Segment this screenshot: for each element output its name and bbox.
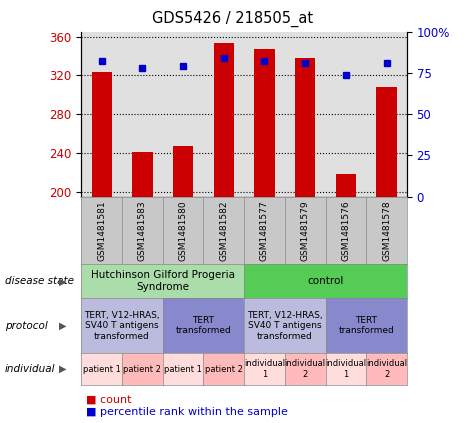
Text: TERT, V12-HRAS,
SV40 T antigens
transformed: TERT, V12-HRAS, SV40 T antigens transfor… <box>84 311 160 341</box>
Bar <box>336 174 356 197</box>
Text: individual
2: individual 2 <box>285 360 326 379</box>
Text: individual: individual <box>5 364 55 374</box>
Text: ■ percentile rank within the sample: ■ percentile rank within the sample <box>86 407 288 418</box>
Text: individual
1: individual 1 <box>244 360 285 379</box>
Text: patient 1: patient 1 <box>83 365 120 374</box>
Text: ▶: ▶ <box>59 364 66 374</box>
Text: TERT
transformed: TERT transformed <box>176 316 231 335</box>
Bar <box>92 72 112 197</box>
Bar <box>254 49 275 197</box>
Text: ▶: ▶ <box>59 321 66 331</box>
Text: individual
1: individual 1 <box>326 360 366 379</box>
Text: TERT, V12-HRAS,
SV40 T antigens
transformed: TERT, V12-HRAS, SV40 T antigens transfor… <box>247 311 323 341</box>
Text: GSM1481577: GSM1481577 <box>260 200 269 261</box>
Text: Hutchinson Gilford Progeria
Syndrome: Hutchinson Gilford Progeria Syndrome <box>91 270 235 292</box>
Text: control: control <box>307 276 344 286</box>
Bar <box>376 87 397 197</box>
Text: ▶: ▶ <box>59 276 66 286</box>
Text: individual
2: individual 2 <box>366 360 407 379</box>
Text: TERT
transformed: TERT transformed <box>339 316 394 335</box>
Text: GSM1481580: GSM1481580 <box>179 200 187 261</box>
Bar <box>132 152 153 197</box>
Bar <box>173 146 193 197</box>
Text: GSM1481582: GSM1481582 <box>219 200 228 261</box>
Text: protocol: protocol <box>5 321 47 331</box>
Bar <box>213 44 234 197</box>
Text: GSM1481578: GSM1481578 <box>382 200 391 261</box>
Text: GDS5426 / 218505_at: GDS5426 / 218505_at <box>152 11 313 27</box>
Text: patient 2: patient 2 <box>205 365 243 374</box>
Text: ■ count: ■ count <box>86 395 132 405</box>
Text: GSM1481581: GSM1481581 <box>97 200 106 261</box>
Bar <box>295 58 315 197</box>
Text: disease state: disease state <box>5 276 73 286</box>
Text: GSM1481579: GSM1481579 <box>301 200 310 261</box>
Text: patient 1: patient 1 <box>164 365 202 374</box>
Text: patient 2: patient 2 <box>124 365 161 374</box>
Text: GSM1481576: GSM1481576 <box>341 200 350 261</box>
Text: GSM1481583: GSM1481583 <box>138 200 147 261</box>
